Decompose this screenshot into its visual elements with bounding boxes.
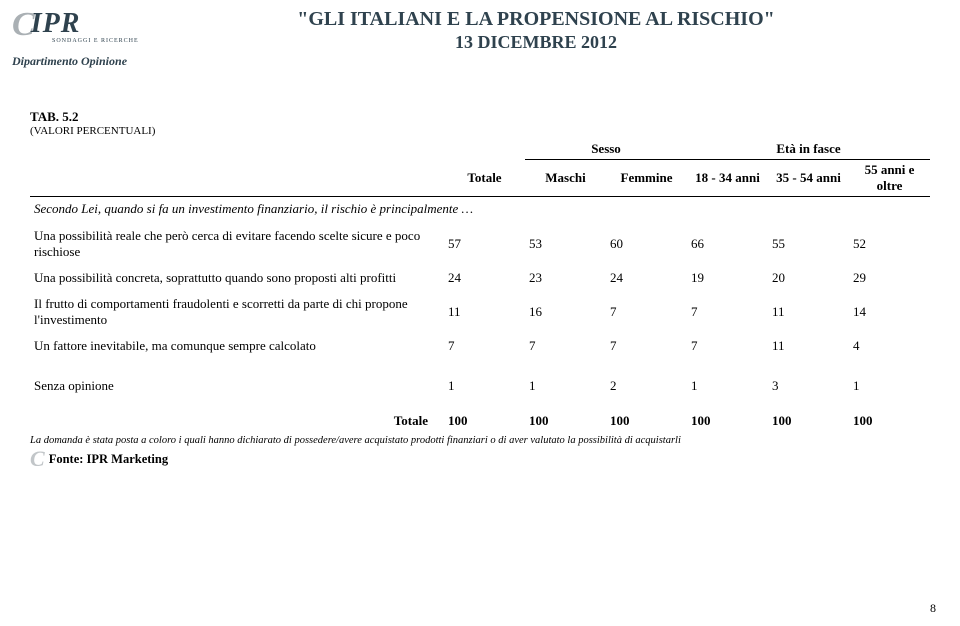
col-header-55plus: 55 anni e oltre	[849, 160, 930, 197]
table-row: Una possibilità reale che però cerca di …	[30, 223, 930, 265]
cell: 24	[606, 265, 687, 291]
total-cell: 100	[444, 399, 525, 431]
data-table: Sesso Età in fasce Totale Maschi Femmine…	[30, 139, 930, 431]
table-row: Senza opinione 1 1 2 1 3 1	[30, 359, 930, 399]
source-row: C Fonte: IPR Marketing	[30, 448, 930, 470]
document-subtitle: 13 DICEMBRE 2012	[192, 32, 880, 53]
source-glyph-icon: C	[30, 448, 45, 470]
cell: 55	[768, 223, 849, 265]
cell: 57	[444, 223, 525, 265]
cell: 53	[525, 223, 606, 265]
question-text: Secondo Lei, quando si fa un investiment…	[30, 197, 930, 224]
total-cell: 100	[849, 399, 930, 431]
cell: 7	[525, 333, 606, 359]
cell: 7	[606, 291, 687, 333]
cell: 23	[525, 265, 606, 291]
title-block: "GLI ITALIANI E LA PROPENSIONE AL RISCHI…	[192, 6, 960, 53]
cell: 4	[849, 333, 930, 359]
total-row: Totale 100 100 100 100 100 100	[30, 399, 930, 431]
content-area: TAB. 5.2 (VALORI PERCENTUALI) Sesso Età …	[0, 69, 960, 470]
cell: 60	[606, 223, 687, 265]
cell: 11	[444, 291, 525, 333]
department-label: Dipartimento Opinione	[12, 54, 192, 69]
col-header-totale: Totale	[444, 160, 525, 197]
table-row: Un fattore inevitabile, ma comunque semp…	[30, 333, 930, 359]
cell: 11	[768, 333, 849, 359]
col-header-maschi: Maschi	[525, 160, 606, 197]
logo-text: IPR	[31, 10, 81, 38]
cell: 7	[687, 291, 768, 333]
total-cell: 100	[687, 399, 768, 431]
values-note: (VALORI PERCENTUALI)	[30, 125, 930, 137]
row-label: Una possibilità concreta, soprattutto qu…	[30, 265, 444, 291]
group-header-eta: Età in fasce	[687, 139, 930, 160]
cell: 16	[525, 291, 606, 333]
source-label: Fonte: IPR Marketing	[49, 452, 168, 467]
total-cell: 100	[525, 399, 606, 431]
group-header-sesso: Sesso	[525, 139, 687, 160]
cell: 11	[768, 291, 849, 333]
page-header: C IPR SONDAGGI E RICERCHE Dipartimento O…	[0, 0, 960, 69]
table-row: Una possibilità concreta, soprattutto qu…	[30, 265, 930, 291]
total-cell: 100	[606, 399, 687, 431]
row-label: Un fattore inevitabile, ma comunque semp…	[30, 333, 444, 359]
logo: C IPR	[12, 6, 192, 40]
table-row: Il frutto di comportamenti fraudolenti e…	[30, 291, 930, 333]
cell: 20	[768, 265, 849, 291]
cell: 1	[444, 359, 525, 399]
row-label: Una possibilità reale che però cerca di …	[30, 223, 444, 265]
total-cell: 100	[768, 399, 849, 431]
cell: 7	[444, 333, 525, 359]
page-number: 8	[930, 601, 936, 616]
row-label: Il frutto di comportamenti fraudolenti e…	[30, 291, 444, 333]
document-title: "GLI ITALIANI E LA PROPENSIONE AL RISCHI…	[192, 6, 880, 32]
cell: 3	[768, 359, 849, 399]
table-number: TAB. 5.2	[30, 109, 930, 125]
col-header-femmine: Femmine	[606, 160, 687, 197]
cell: 66	[687, 223, 768, 265]
cell: 24	[444, 265, 525, 291]
row-label: Senza opinione	[30, 359, 444, 399]
cell: 7	[606, 333, 687, 359]
col-header-35-54: 35 - 54 anni	[768, 160, 849, 197]
cell: 29	[849, 265, 930, 291]
cell: 1	[525, 359, 606, 399]
cell: 19	[687, 265, 768, 291]
cell: 1	[849, 359, 930, 399]
col-header-18-34: 18 - 34 anni	[687, 160, 768, 197]
logo-tagline: SONDAGGI E RICERCHE	[52, 38, 232, 44]
total-label: Totale	[30, 399, 444, 431]
footnote: La domanda è stata posta a coloro i qual…	[30, 435, 930, 446]
cell: 14	[849, 291, 930, 333]
cell: 7	[687, 333, 768, 359]
logo-column: C IPR SONDAGGI E RICERCHE Dipartimento O…	[12, 6, 192, 69]
cell: 1	[687, 359, 768, 399]
cell: 52	[849, 223, 930, 265]
cell: 2	[606, 359, 687, 399]
